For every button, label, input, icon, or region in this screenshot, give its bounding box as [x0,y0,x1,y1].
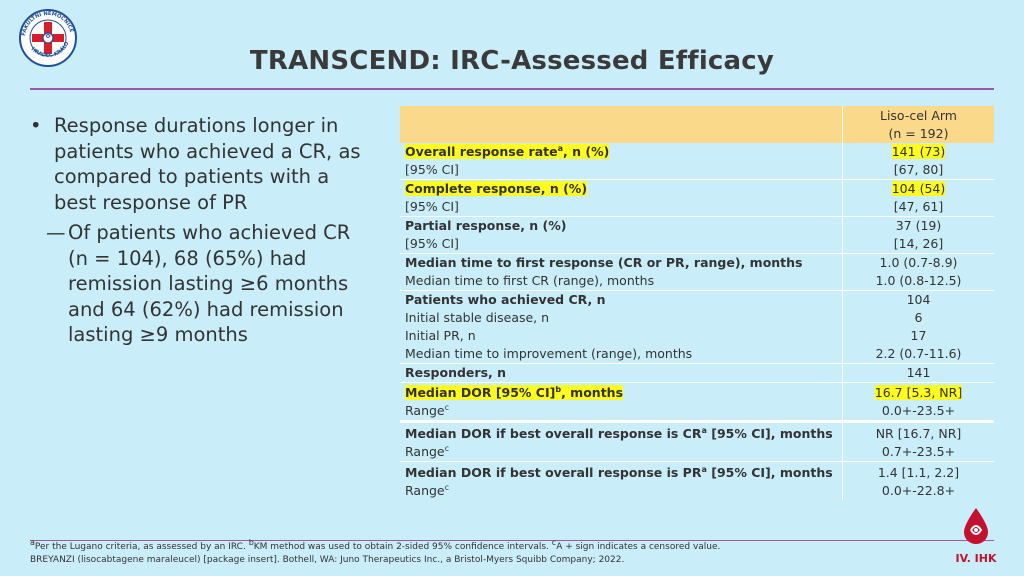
row-label: Responders, n [400,363,843,383]
table-header-row: Liso-cel Arm (n = 192) [400,106,994,143]
bullet-list: • Response durations longer in patients … [30,113,370,348]
table-row: Median time to first CR (range), months … [400,272,994,291]
dor-value: 16.7 [5.3, NR] [874,385,963,400]
table-row: Median DOR if best overall response is P… [400,461,994,482]
table-row: Median DOR [95% CI]b, months 16.7 [5.3, … [400,382,994,402]
row-value: 37 (19) [841,216,994,235]
row-value: 6 [841,309,994,327]
footnotes: aPer the Lugano criteria, as assessed by… [30,538,930,567]
row-value: 104 [841,290,994,309]
row-label: Rangec [405,402,450,418]
orr-label: Overall response ratea, n (%) [405,143,610,159]
row-label: [95% CI] [405,162,459,177]
table-row: [95% CI] [67, 80] [400,161,994,180]
row-value: 0.0+-22.8+ [841,482,994,500]
row-value: 141 [841,363,994,383]
table-row: [95% CI] [14, 26] [400,235,994,254]
table-row: Responders, n 141 [400,363,994,383]
bullet-text: Response durations longer in patients wh… [54,114,361,214]
row-value: 1.0 (0.8-12.5) [841,272,994,291]
row-value: [67, 80] [841,161,994,180]
footnote-line: aPer the Lugano criteria, as assessed by… [30,538,721,553]
row-label: Initial stable disease, n [405,310,550,325]
cr-value: 104 (54) [891,181,946,196]
ihk-logo: IV. IHK [954,506,998,565]
cr-label: Complete response, n (%) [405,181,588,196]
bullet-dot-icon: • [30,114,42,137]
table-row: Patients who achieved CR, n 104 [400,290,994,309]
row-value: [14, 26] [841,235,994,254]
table-row: Initial PR, n 17 [400,327,994,345]
page-title: TRANSCEND: IRC-Assessed Efficacy [249,46,775,76]
ihk-label: IV. IHK [955,552,997,565]
title-divider [30,88,994,90]
row-label: Median DOR if best overall response is C… [400,420,843,443]
row-value: NR [16.7, NR] [841,420,994,443]
table-row: Overall response ratea, n (%) 141 (73) [400,143,994,161]
bullet-item: • Response durations longer in patients … [30,113,370,215]
row-value: 1.4 [1.1, 2.2] [841,461,994,482]
table-row: Median time to improvement (range), mont… [400,345,994,364]
reference-line: BREYANZI (lisocabtagene maraleucel) [pac… [30,555,625,565]
table-row: Median time to first response (CR or PR,… [400,253,994,272]
table-row: Partial response, n (%) 37 (19) [400,216,994,235]
blood-drop-icon [964,508,988,544]
sub-bullet-text: Of patients who achieved CR (n = 104), 6… [68,221,351,346]
row-label: [95% CI] [405,199,459,214]
row-label: Partial response, n (%) [400,216,843,235]
footer-divider [30,540,994,541]
row-label: [95% CI] [405,236,459,251]
row-label: Rangec [405,482,450,498]
row-label: Median DOR if best overall response is P… [400,461,843,482]
table-row: Initial stable disease, n 6 [400,309,994,327]
hospital-logo: FAKULTNÍ NEMOCNICE HRADEC KRÁLOVÉ [16,2,78,68]
efficacy-table: Liso-cel Arm (n = 192) Overall response … [400,106,994,500]
dash-icon: — [46,221,66,244]
row-label: Initial PR, n [405,328,476,343]
row-value: 0.7+-23.5+ [841,443,994,462]
table-row: [95% CI] [47, 61] [400,198,994,217]
table-row: Complete response, n (%) 104 (54) [400,179,994,198]
header-empty-cell [400,106,843,143]
table-row: Rangec 0.0+-22.8+ [400,482,994,500]
row-label: Median time to first response (CR or PR,… [400,253,843,272]
row-value: 17 [841,327,994,345]
sub-bullet-item: — Of patients who achieved CR (n = 104),… [30,220,370,348]
row-label: Median time to first CR (range), months [405,273,655,288]
arm-name: Liso-cel Arm [879,108,957,123]
arm-count: (n = 192) [888,126,949,141]
row-value: 1.0 (0.7-8.9) [841,253,994,272]
row-label: Patients who achieved CR, n [400,290,843,309]
row-value: [47, 61] [841,198,994,217]
orr-value: 141 (73) [891,144,946,159]
row-value: 0.0+-23.5+ [841,402,994,422]
table-row: Rangec 0.0+-23.5+ [400,402,994,422]
table-row: Rangec 0.7+-23.5+ [400,443,994,462]
table-row: Median DOR if best overall response is C… [400,420,994,443]
row-value: 2.2 (0.7-11.6) [841,345,994,364]
dor-label: Median DOR [95% CI]b, months [405,384,624,400]
header-cell: Liso-cel Arm (n = 192) [841,106,994,143]
row-label: Median time to improvement (range), mont… [405,346,693,361]
row-label: Rangec [405,443,450,459]
